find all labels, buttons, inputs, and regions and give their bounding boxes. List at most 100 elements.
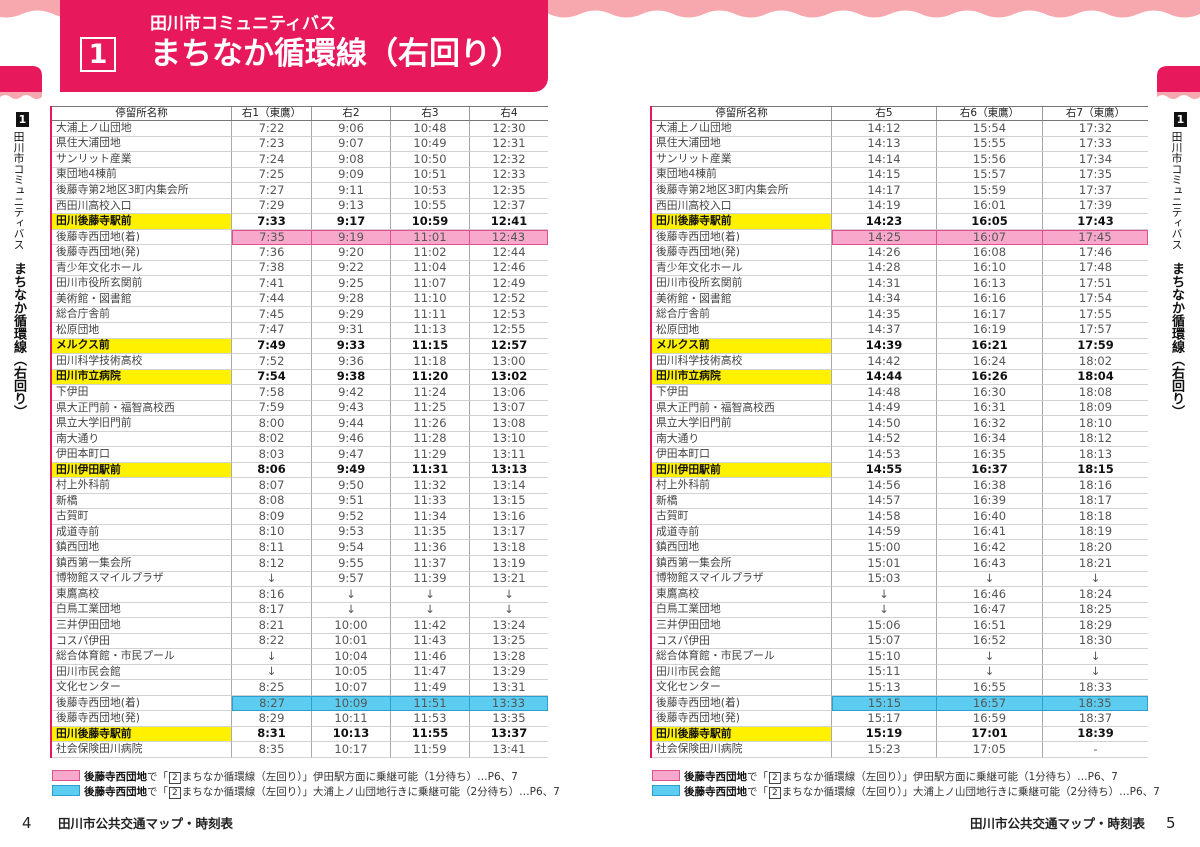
stop-name-cell: 県立大学旧門前 (52, 416, 232, 432)
stop-name-cell: 県大正門前・福智高校西 (52, 400, 232, 417)
time-cell: 11:15 (391, 338, 470, 355)
time-cell: 11:11 (391, 307, 470, 323)
time-cell: 16:57 (937, 695, 1043, 712)
time-cell: 8:27 (232, 695, 312, 712)
time-cell: 8:16 (232, 587, 312, 603)
table-row: 田川後藤寺駅前 7:33 9:17 10:59 12:41 (52, 214, 548, 230)
time-cell: ↓ (232, 664, 312, 681)
stop-name-cell: 村上外科前 (52, 478, 232, 494)
time-cell: 18:24 (1043, 587, 1148, 603)
table-row: 村上外科前 14:56 16:38 18:16 (652, 478, 1148, 494)
stop-name-cell: 成道寺前 (52, 524, 232, 541)
time-cell: 16:07 (937, 229, 1043, 246)
timetable-left-page: 停留所名称 右1（東鷹） 右2 右3 右4 大浦上ノ山団地 7:22 9:06 10:48 12… (50, 106, 548, 758)
time-cell: 11:02 (391, 245, 470, 261)
time-cell: 7:41 (232, 276, 312, 292)
time-cell: ↓ (312, 587, 391, 603)
time-cell: 14:50 (832, 416, 937, 432)
time-cell: ↓ (232, 571, 312, 588)
stop-name-cell: サンリット産業 (652, 152, 832, 168)
time-cell: 11:18 (391, 354, 470, 370)
time-cell: 14:17 (832, 183, 937, 199)
table-row: 後藤寺西団地(発) 7:36 9:20 11:02 12:44 (52, 245, 548, 261)
time-cell: 7:24 (232, 152, 312, 168)
time-cell: 13:24 (470, 618, 548, 634)
time-cell: 11:37 (391, 556, 470, 572)
table-row: 総合体育館・市民プール 15:10 ↓ ↓ (652, 649, 1148, 665)
time-cell: 7:25 (232, 167, 312, 184)
time-cell: ↓ (937, 664, 1043, 681)
time-cell: 10:07 (312, 680, 391, 696)
stop-name-cell: 美術館・図書館 (652, 291, 832, 308)
time-cell: ↓ (391, 602, 470, 619)
table-row: サンリット産業 14:14 15:56 17:34 (652, 152, 1148, 168)
legend-swatch-blue (52, 785, 80, 796)
time-cell: 9:50 (312, 478, 391, 494)
stop-name-cell: 東団地4棟前 (652, 167, 832, 184)
table-row: 南大通り 14:52 16:34 18:12 (652, 431, 1148, 448)
time-cell: 16:38 (937, 478, 1043, 494)
time-cell: 12:53 (470, 307, 548, 323)
time-cell: 8:25 (232, 680, 312, 696)
time-cell: 15:54 (937, 121, 1043, 137)
stop-name-cell: 田川科学技術高校 (52, 354, 232, 370)
time-cell: 14:28 (832, 260, 937, 277)
time-cell: 9:55 (312, 556, 391, 572)
stop-name-cell: 下伊田 (652, 385, 832, 401)
stop-name-cell: 田川後藤寺駅前 (652, 726, 832, 743)
stop-name-cell: 青少年文化ホール (652, 260, 832, 277)
time-cell: 9:09 (312, 167, 391, 184)
time-cell: 13:02 (470, 370, 548, 386)
time-cell: 14:42 (832, 354, 937, 370)
time-cell: 14:52 (832, 431, 937, 448)
time-cell: 11:10 (391, 291, 470, 308)
side-route-name: まちなか循環線（右回り） (11, 261, 26, 418)
time-cell: 18:08 (1043, 385, 1148, 401)
time-cell: 11:25 (391, 400, 470, 417)
time-cell: 7:45 (232, 307, 312, 323)
table-row: 田川市民会館 15:11 ↓ ↓ (652, 664, 1148, 681)
time-cell: 17:51 (1043, 276, 1148, 292)
table-row: 新橋 14:57 16:39 18:17 (652, 493, 1148, 510)
table-row: 古賀町 14:58 16:40 18:18 (652, 509, 1148, 525)
table-row: 伊田本町口 14:53 16:35 18:13 (652, 447, 1148, 463)
time-cell: 13:00 (470, 354, 548, 370)
time-cell: 7:33 (232, 214, 312, 230)
table-row: 田川伊田駅前 14:55 16:37 18:15 (652, 462, 1148, 479)
time-cell: 8:35 (232, 742, 312, 758)
table-row: 後藤寺西団地(着) 15:15 16:57 18:35 (652, 695, 1148, 712)
stop-name-cell: 新橋 (652, 493, 832, 510)
table-row: 県住大浦団地 14:13 15:55 17:33 (652, 136, 1148, 153)
time-cell: 16:31 (937, 400, 1043, 417)
stop-name-cell: 社会保険田川病院 (652, 742, 832, 758)
time-cell: 11:07 (391, 276, 470, 292)
stop-name-cell: 田川市立病院 (652, 369, 832, 386)
time-cell: 14:26 (832, 245, 937, 261)
time-cell: 13:28 (470, 649, 548, 665)
time-cell: 10:53 (391, 183, 470, 199)
time-cell: 14:39 (832, 338, 937, 355)
left-page-tab (0, 66, 42, 92)
time-cell: 8:02 (232, 431, 312, 448)
table-row: 鎮西団地 8:11 9:54 11:36 13:18 (52, 540, 548, 557)
table-row: 後藤寺西団地(着) 14:25 16:07 17:45 (652, 229, 1148, 246)
stop-name-cell: 後藤寺西団地(着) (52, 229, 232, 246)
time-cell: 18:17 (1043, 494, 1148, 510)
time-cell: 16:52 (937, 633, 1043, 650)
time-cell: 11:28 (391, 431, 470, 448)
time-cell: 18:30 (1043, 634, 1148, 650)
table-row: 白鳥工業団地 ↓ 16:47 18:25 (652, 602, 1148, 619)
time-cell: 7:38 (232, 260, 312, 277)
time-cell: 16:55 (937, 680, 1043, 696)
time-cell: 18:33 (1043, 680, 1148, 696)
footer-title-right: 田川市公共交通マップ・時刻表 (969, 816, 1145, 831)
time-cell: 13:06 (470, 385, 548, 401)
legend-route-number: 2 (169, 772, 181, 784)
time-cell: 16:41 (937, 524, 1043, 541)
table-row: 田川後藤寺駅前 14:23 16:05 17:43 (652, 214, 1148, 230)
time-cell: 9:36 (312, 354, 391, 370)
time-cell: 11:36 (391, 540, 470, 557)
time-cell: 14:56 (832, 478, 937, 494)
column-header-trip: 右7（東鷹） (1065, 107, 1126, 119)
stop-name-cell: 後藤寺第2地区3町内集会所 (652, 183, 832, 199)
